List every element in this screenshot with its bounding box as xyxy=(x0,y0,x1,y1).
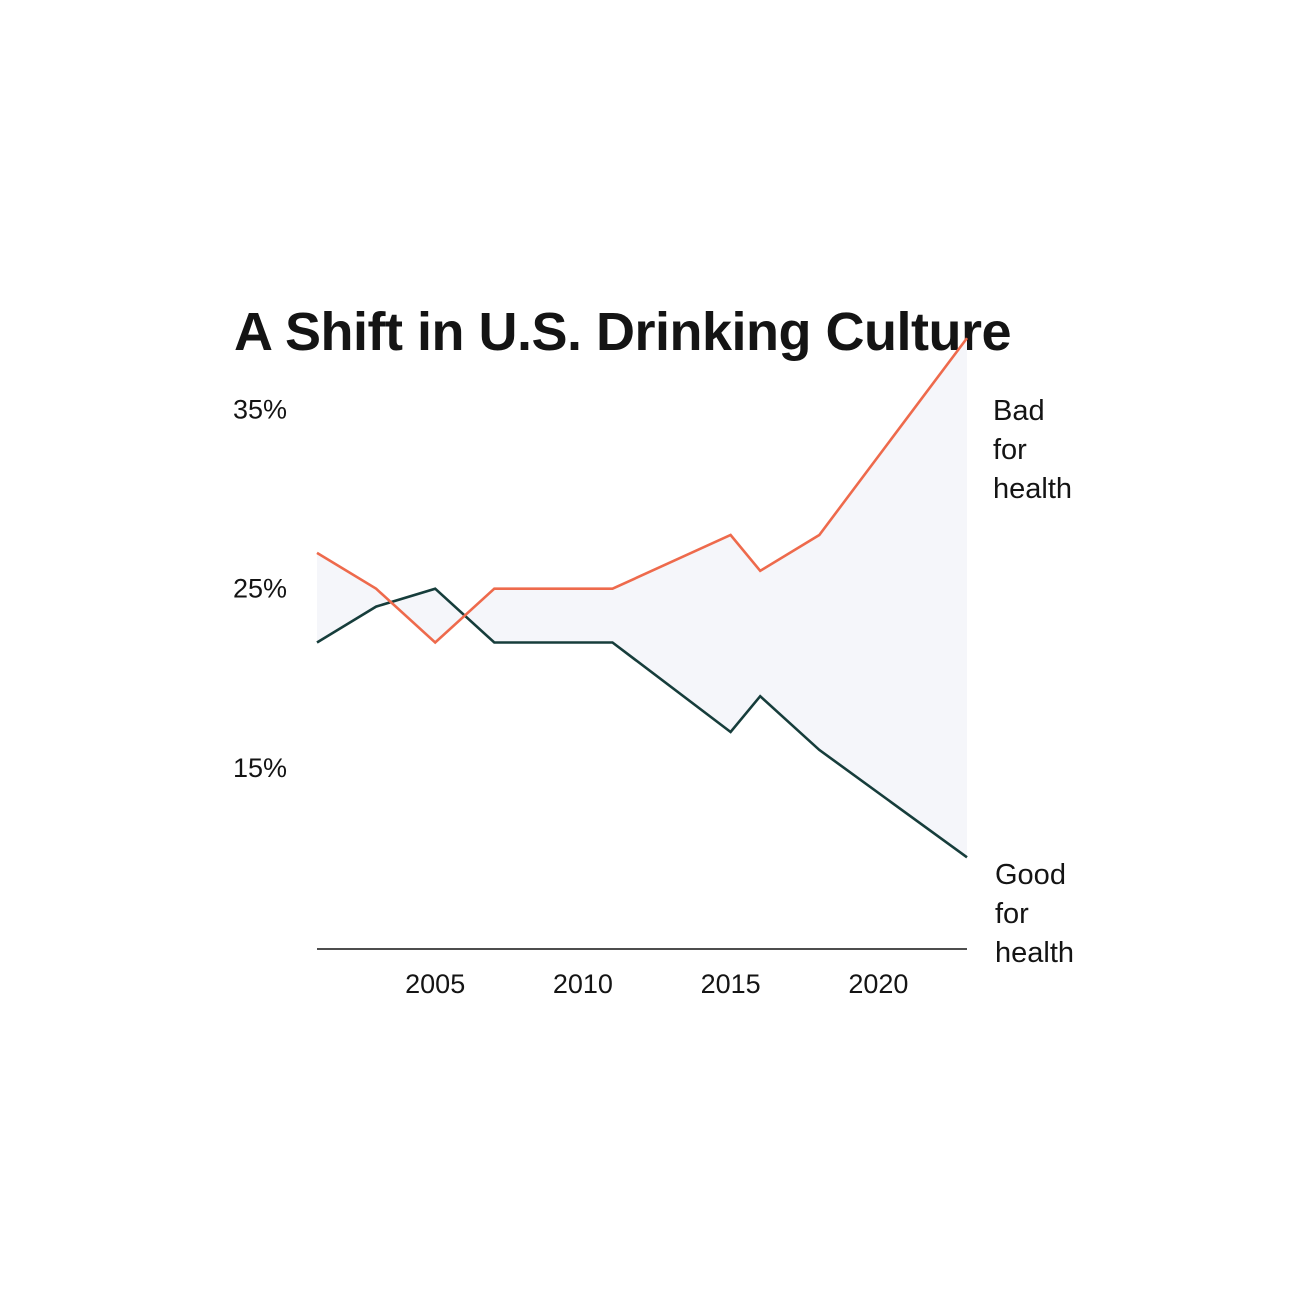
gap-fill-area xyxy=(317,338,967,858)
x-tick-label: 2010 xyxy=(553,969,613,999)
x-tick-label: 2015 xyxy=(701,969,761,999)
series-label-line: for xyxy=(993,434,1027,466)
series-line-0 xyxy=(316,337,969,645)
x-tick-label: 2020 xyxy=(848,969,908,999)
x-tick-label: 2005 xyxy=(405,969,465,999)
series-label-line: Bad xyxy=(993,395,1045,427)
y-tick-label: 15% xyxy=(233,753,287,783)
gap-fill-layer xyxy=(317,338,967,858)
chart-title: A Shift in U.S. Drinking Culture xyxy=(234,302,1012,362)
series-label-line: health xyxy=(995,937,1074,969)
series-labels: Bad for health Good for health xyxy=(993,395,1074,969)
series-label-line: for xyxy=(995,898,1029,930)
series-label-line: Good xyxy=(995,859,1066,891)
series-lines xyxy=(316,337,969,859)
series-line-1 xyxy=(316,587,968,859)
y-tick-labels: 35% 25% 15% xyxy=(233,395,287,783)
series-label-1: Good for health xyxy=(995,859,1074,969)
y-tick-label: 25% xyxy=(233,574,287,604)
y-tick-label: 35% xyxy=(233,395,287,425)
x-tick-labels: 2005 2010 2015 2020 xyxy=(405,969,908,999)
series-label-0: Bad for health xyxy=(993,395,1072,505)
series-label-line: health xyxy=(993,473,1072,505)
